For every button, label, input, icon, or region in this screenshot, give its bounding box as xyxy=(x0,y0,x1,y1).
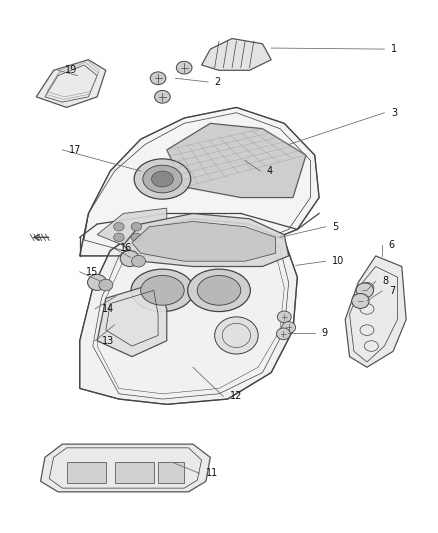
Polygon shape xyxy=(345,256,406,367)
Polygon shape xyxy=(167,123,306,198)
Ellipse shape xyxy=(356,283,374,298)
Ellipse shape xyxy=(131,233,141,241)
Ellipse shape xyxy=(134,159,191,199)
Text: 4: 4 xyxy=(267,166,273,176)
Ellipse shape xyxy=(131,255,145,267)
Polygon shape xyxy=(36,60,106,108)
Ellipse shape xyxy=(177,61,192,74)
Text: 17: 17 xyxy=(69,145,81,155)
Bar xyxy=(115,462,154,483)
Text: 10: 10 xyxy=(332,256,344,266)
Ellipse shape xyxy=(120,251,139,266)
Ellipse shape xyxy=(99,279,113,291)
Ellipse shape xyxy=(277,311,291,322)
Ellipse shape xyxy=(141,276,184,305)
Polygon shape xyxy=(97,282,167,357)
Text: 16: 16 xyxy=(120,243,132,253)
Bar xyxy=(67,462,106,483)
Text: 15: 15 xyxy=(86,267,99,277)
Text: 14: 14 xyxy=(102,304,114,314)
Text: 5: 5 xyxy=(332,222,339,232)
Ellipse shape xyxy=(197,276,241,305)
Ellipse shape xyxy=(155,91,170,103)
Text: 13: 13 xyxy=(102,336,114,346)
Ellipse shape xyxy=(143,165,182,193)
Polygon shape xyxy=(132,221,276,261)
Text: 6: 6 xyxy=(389,240,395,251)
Text: 8: 8 xyxy=(382,276,389,286)
Ellipse shape xyxy=(276,328,290,340)
Ellipse shape xyxy=(131,269,194,312)
Text: 19: 19 xyxy=(64,66,77,75)
Polygon shape xyxy=(41,444,210,492)
Bar xyxy=(158,462,184,483)
Text: 2: 2 xyxy=(215,77,221,87)
Ellipse shape xyxy=(131,222,141,231)
Ellipse shape xyxy=(88,274,107,290)
Polygon shape xyxy=(201,38,271,70)
Ellipse shape xyxy=(282,321,296,333)
Text: 1: 1 xyxy=(391,44,397,54)
Ellipse shape xyxy=(150,72,166,85)
Ellipse shape xyxy=(114,222,124,231)
Text: 9: 9 xyxy=(321,328,327,338)
Ellipse shape xyxy=(352,294,369,309)
Polygon shape xyxy=(97,208,167,245)
Ellipse shape xyxy=(215,317,258,354)
Text: 7: 7 xyxy=(389,286,395,296)
Ellipse shape xyxy=(114,233,124,241)
Polygon shape xyxy=(80,108,319,256)
Polygon shape xyxy=(80,219,297,405)
Ellipse shape xyxy=(152,171,173,187)
Polygon shape xyxy=(123,214,289,266)
Ellipse shape xyxy=(187,269,251,312)
Text: 12: 12 xyxy=(230,391,242,401)
Text: 3: 3 xyxy=(391,108,397,118)
Text: 11: 11 xyxy=(206,469,218,478)
